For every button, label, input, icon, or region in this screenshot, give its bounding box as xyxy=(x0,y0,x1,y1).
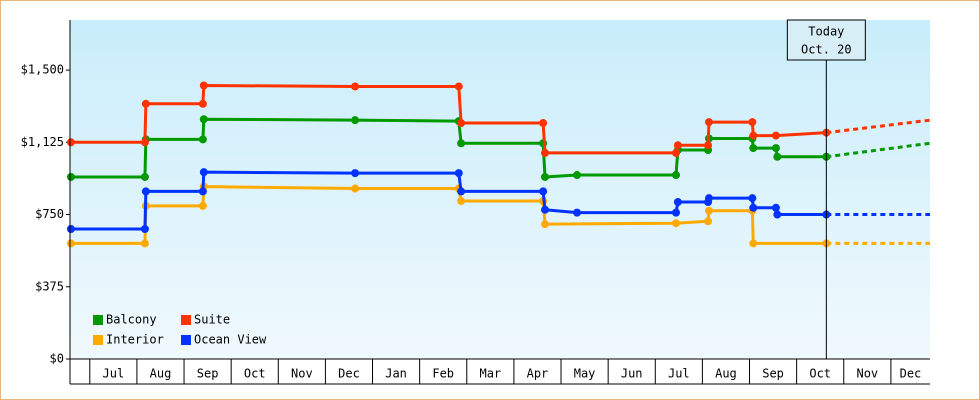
today-label: Today xyxy=(808,25,844,39)
data-point xyxy=(673,198,682,207)
y-tick-label: $375 xyxy=(35,279,64,293)
y-tick-label: $0 xyxy=(50,352,64,366)
data-point xyxy=(773,152,782,161)
legend: Balcony Suite Interior Ocean View xyxy=(93,313,267,347)
grid xyxy=(66,69,892,384)
data-point xyxy=(773,210,782,219)
data-point xyxy=(140,224,149,233)
legend-label: Interior xyxy=(106,333,164,347)
x-tick-label: Aug xyxy=(150,367,172,381)
data-point xyxy=(672,219,681,228)
data-point xyxy=(141,99,150,108)
data-point xyxy=(198,135,207,144)
data-point xyxy=(66,172,75,181)
x-tick-label: Jun xyxy=(621,367,643,381)
data-point xyxy=(541,148,550,157)
x-tick-label: May xyxy=(574,367,596,381)
x-tick-label: Dec xyxy=(338,367,360,381)
data-point xyxy=(541,220,550,229)
x-tick-label: Oct xyxy=(809,367,831,381)
legend-swatch xyxy=(181,335,191,345)
data-point xyxy=(454,169,463,178)
data-point xyxy=(457,187,466,196)
data-point xyxy=(66,239,75,248)
data-point xyxy=(351,116,360,125)
data-point xyxy=(771,203,780,212)
x-tick-label: Dec xyxy=(900,367,922,381)
data-point xyxy=(541,205,550,214)
data-point xyxy=(672,208,681,217)
x-tick-label: Jul xyxy=(103,367,125,381)
data-point xyxy=(140,239,149,248)
x-tick-label: Feb xyxy=(432,367,454,381)
x-tick-label: Jan xyxy=(385,367,407,381)
data-point xyxy=(771,131,780,140)
x-tick-label: Mar xyxy=(479,367,501,381)
data-point xyxy=(749,144,758,153)
data-point xyxy=(704,206,713,215)
data-point xyxy=(749,203,758,212)
data-point xyxy=(573,208,582,217)
data-point xyxy=(140,138,149,147)
data-point xyxy=(457,197,466,206)
data-point xyxy=(351,184,360,193)
series-line xyxy=(70,185,827,245)
data-point xyxy=(573,171,582,180)
legend-swatch xyxy=(93,315,103,325)
data-point xyxy=(199,81,208,90)
data-point xyxy=(539,119,548,128)
series-group xyxy=(66,81,931,248)
data-point xyxy=(454,82,463,91)
data-point xyxy=(539,187,548,196)
data-point xyxy=(457,139,466,148)
today-label: Oct. 20 xyxy=(801,43,852,57)
data-point xyxy=(704,217,713,226)
x-tick-label: Nov xyxy=(856,367,878,381)
data-point xyxy=(198,201,207,210)
plot-area xyxy=(70,20,930,359)
data-point xyxy=(351,82,360,91)
y-tick-label: $750 xyxy=(35,207,64,221)
data-point xyxy=(198,187,207,196)
data-point xyxy=(749,131,758,140)
data-point xyxy=(749,239,758,248)
legend-swatch xyxy=(181,315,191,325)
legend-swatch xyxy=(93,335,103,345)
y-tick-label: $1,500 xyxy=(21,63,64,77)
data-point xyxy=(199,115,208,124)
data-point xyxy=(351,169,360,178)
data-point xyxy=(704,194,713,203)
data-point xyxy=(672,171,681,180)
data-point xyxy=(140,172,149,181)
data-point xyxy=(748,194,757,203)
legend-label: Suite xyxy=(194,313,230,327)
data-point xyxy=(673,141,682,150)
data-point xyxy=(672,148,681,157)
x-tick-label: Jul xyxy=(668,367,690,381)
data-point xyxy=(141,187,150,196)
data-point xyxy=(66,138,75,147)
data-point xyxy=(199,168,208,177)
x-tick-label: Oct xyxy=(244,367,266,381)
data-point xyxy=(541,172,550,181)
data-point xyxy=(66,224,75,233)
today-box xyxy=(786,19,866,61)
data-point xyxy=(771,144,780,153)
y-tick-label: $1,125 xyxy=(21,135,64,149)
x-tick-label: Nov xyxy=(291,367,313,381)
x-tick-label: Sep xyxy=(762,367,784,381)
x-tick-label: Sep xyxy=(197,367,219,381)
data-point xyxy=(457,119,466,128)
legend-label: Ocean View xyxy=(194,333,267,347)
data-point xyxy=(704,118,713,127)
data-point xyxy=(198,99,207,108)
x-tick-label: Aug xyxy=(715,367,737,381)
legend-label: Balcony xyxy=(106,313,157,327)
data-point xyxy=(748,118,757,127)
x-tick-label: Apr xyxy=(527,367,549,381)
data-point xyxy=(704,141,713,150)
